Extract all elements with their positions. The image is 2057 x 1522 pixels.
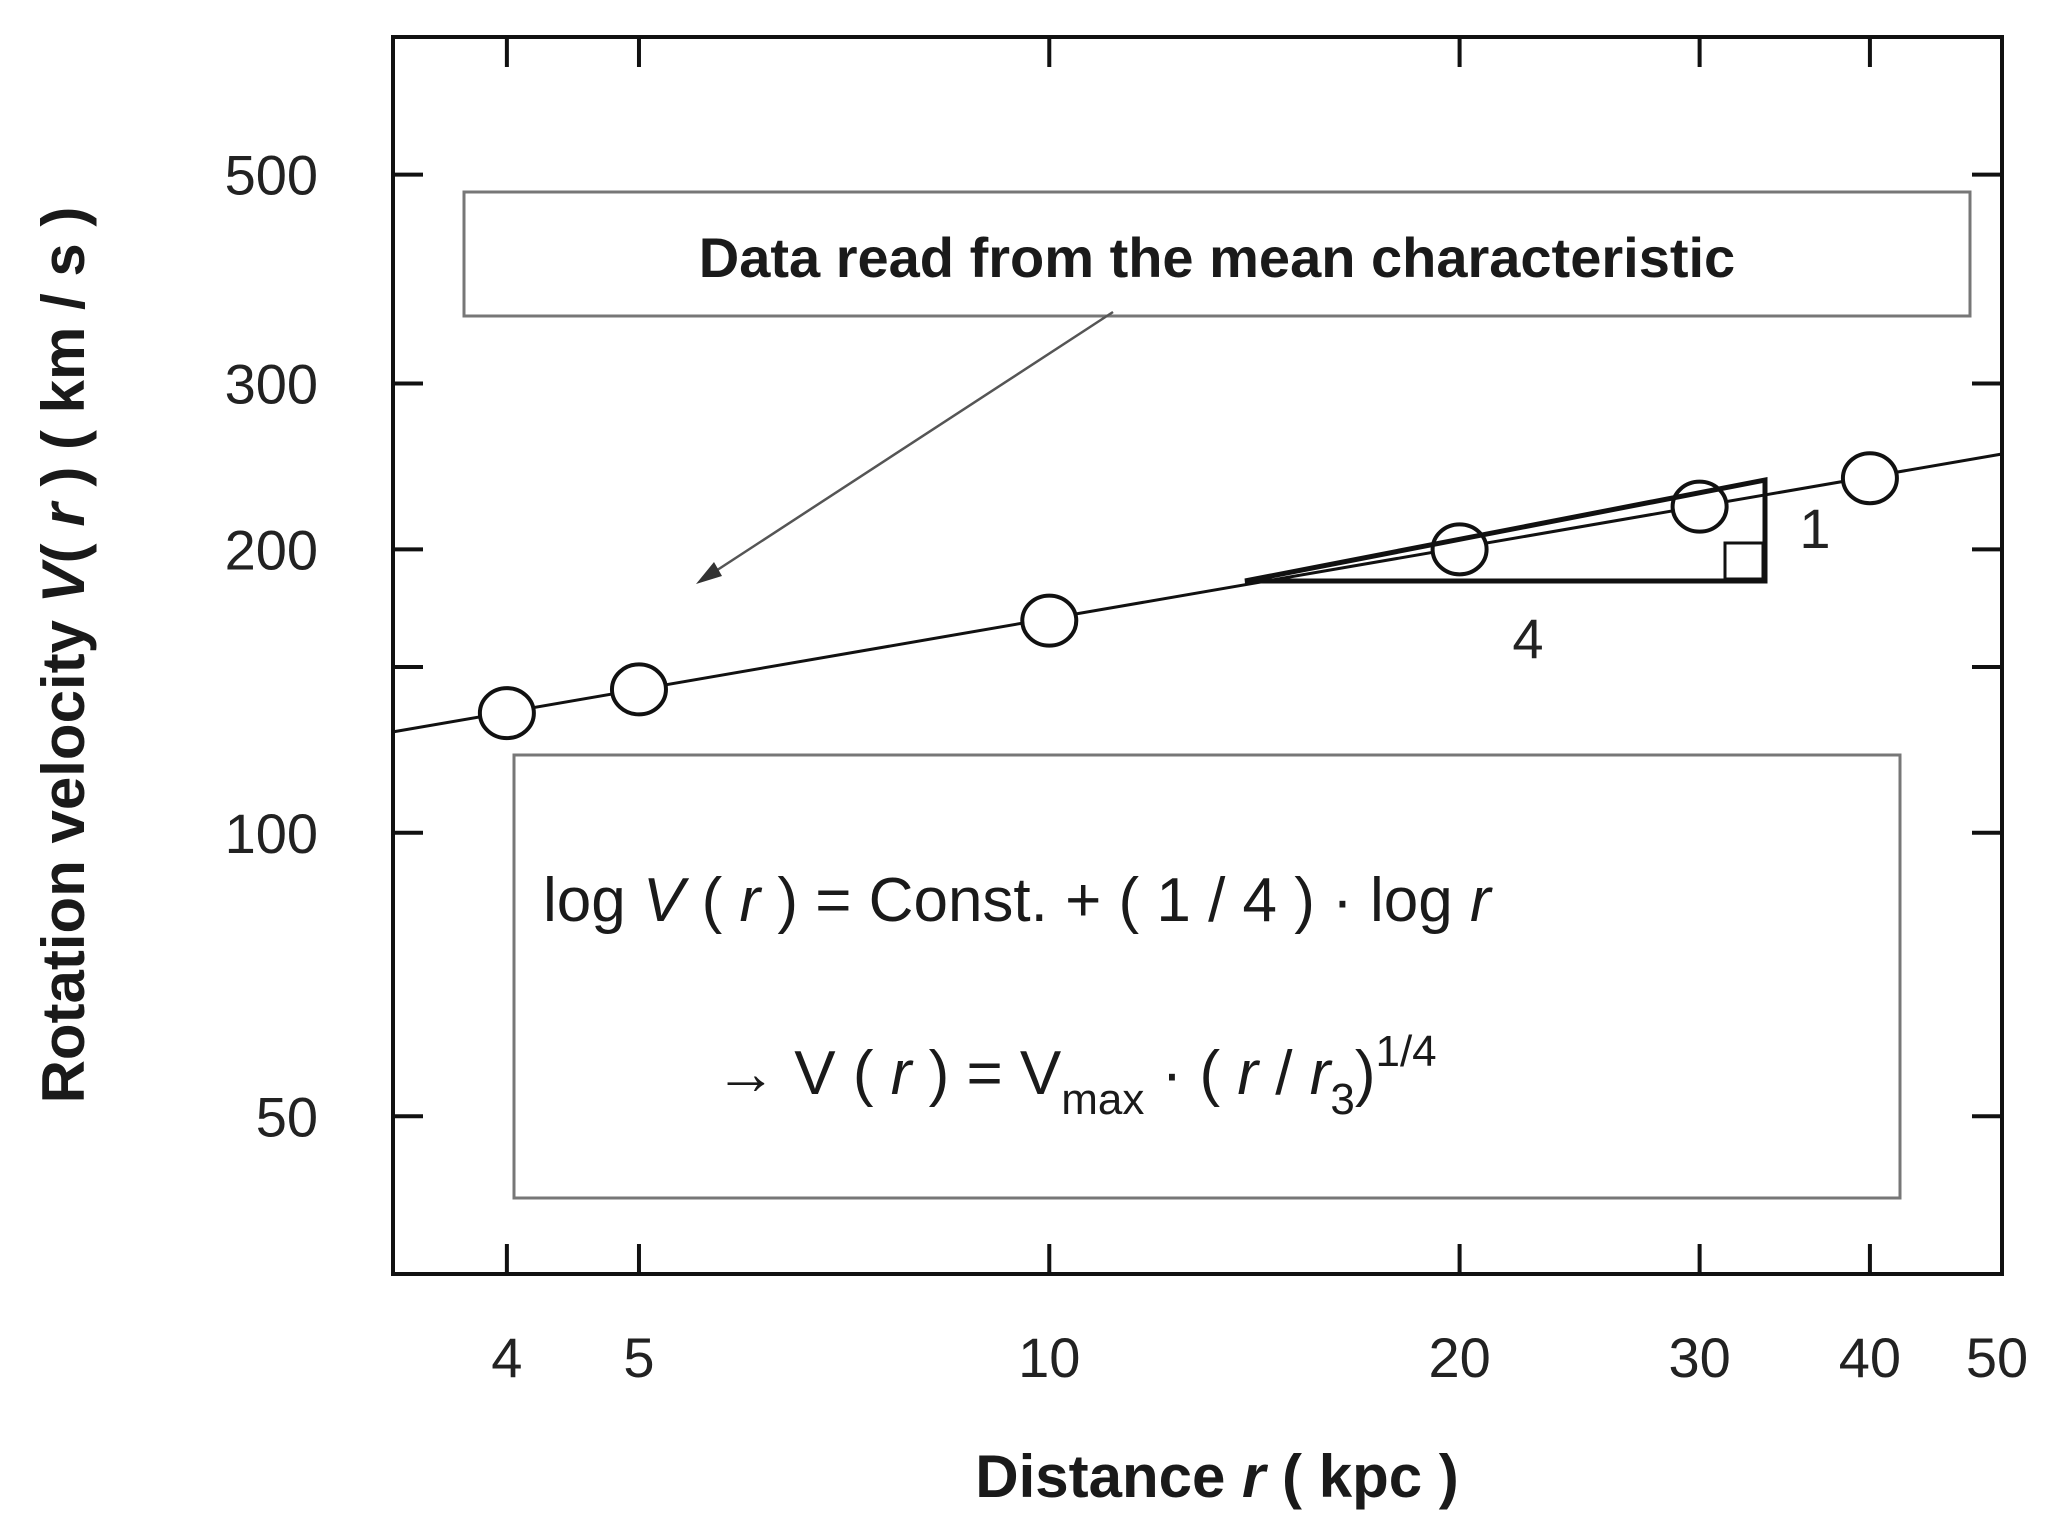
y-tick-label: 50 [256, 1085, 318, 1148]
formula1-space5 [798, 866, 815, 935]
y-tick-label: 200 [225, 518, 318, 581]
data-point [609, 662, 668, 717]
formula1-open: ( [702, 866, 723, 935]
formula1-space3 [722, 866, 739, 935]
formula2-sub: max [1061, 1075, 1144, 1124]
y-tick-label: 100 [225, 802, 318, 865]
formula2-close: ) [1355, 1039, 1376, 1108]
formula1-rest: = Const. + ( 1 / 4 ) · log [815, 866, 1453, 935]
x-title-unit: ( kpc ) [1282, 1443, 1459, 1510]
x-tick-label: 50 [1966, 1326, 2028, 1389]
formula-line-1: log V ( r ) = Const. + ( 1 / 4 ) · log r [543, 866, 1493, 935]
y-title-close: ) [30, 467, 97, 487]
formula-line-2: → V ( r ) = Vmax · ( r / r3)1/4 [715, 1027, 1437, 1124]
callout-arrow-line [704, 310, 1114, 580]
x-tick-label: 40 [1839, 1326, 1901, 1389]
data-point [477, 686, 536, 741]
y-title-gap [30, 603, 97, 620]
right-angle-marker [1723, 541, 1765, 581]
formula-box [512, 753, 1902, 1200]
formula2-lhs: V ( [794, 1039, 890, 1108]
x-tick-label: 10 [1018, 1326, 1080, 1389]
x-axis-ticks: 4 5 10 20 30 40 50 [491, 37, 2028, 1389]
callout-box [462, 190, 1972, 318]
y-title-r: r [30, 500, 97, 527]
y-title-unit: ( km / s ) [30, 207, 97, 450]
x-tick-label: 20 [1428, 1326, 1490, 1389]
data-point [1840, 451, 1899, 506]
x-title-r: r [1242, 1443, 1269, 1510]
x-tick-label: 5 [623, 1326, 654, 1389]
y-title-gap2 [30, 527, 97, 544]
x-title-distance: Distance [975, 1443, 1225, 1510]
y-title-open: ( [30, 543, 97, 563]
formula1-r: r [739, 866, 762, 935]
y-axis-ticks: 50 100 200 300 500 [225, 144, 2002, 1148]
formula1-space [626, 866, 643, 935]
formula2-sub3: 3 [1330, 1075, 1354, 1124]
formula2-r3: r [1237, 1039, 1260, 1108]
formula2-dot: · ( [1144, 1039, 1237, 1108]
x-tick-label: 30 [1668, 1326, 1730, 1389]
formula1-log: log [543, 866, 626, 935]
y-title-gap3 [30, 487, 97, 504]
formula2-exp: 1/4 [1375, 1027, 1436, 1076]
slope-run-label: 4 [1512, 607, 1543, 670]
plot-frame [391, 35, 2004, 1276]
data-point [1430, 522, 1489, 577]
y-title-v: V [30, 558, 97, 603]
y-tick-label: 500 [225, 144, 318, 207]
formula2-arrow: → [715, 1039, 777, 1108]
y-tick-label: 300 [225, 353, 318, 416]
x-tick-label: 4 [491, 1326, 522, 1389]
formula2-mid: ) = V [911, 1039, 1062, 1108]
formula1-close: ) [777, 866, 798, 935]
formula1-space2 [684, 866, 701, 935]
x-title-gap [1225, 1443, 1242, 1510]
formula1-v: V [643, 866, 690, 935]
x-title-gap2 [1265, 1443, 1282, 1510]
formula2-r3b: r [1310, 1039, 1333, 1108]
y-title-rotation: Rotation velocity [30, 619, 97, 1103]
callout-text: Data read from the mean characteristic [699, 226, 1735, 289]
slope-triangle [1244, 476, 1768, 584]
formula1-r2: r [1470, 866, 1493, 935]
formula1-space4 [760, 866, 777, 935]
x-axis-title: Distance r ( kpc ) [975, 1443, 1459, 1510]
slope-rise-label: 1 [1799, 497, 1830, 560]
y-axis-title: Rotation velocity V( r ) ( km / s ) [30, 207, 97, 1104]
formula2-space [777, 1039, 794, 1108]
data-point [1020, 593, 1079, 648]
formula2-slash: / [1258, 1039, 1310, 1108]
formula1-space6 [1453, 866, 1470, 935]
formula2-r: r [891, 1039, 914, 1108]
y-title-gap4 [30, 450, 97, 467]
callout-arrowhead [696, 562, 722, 584]
